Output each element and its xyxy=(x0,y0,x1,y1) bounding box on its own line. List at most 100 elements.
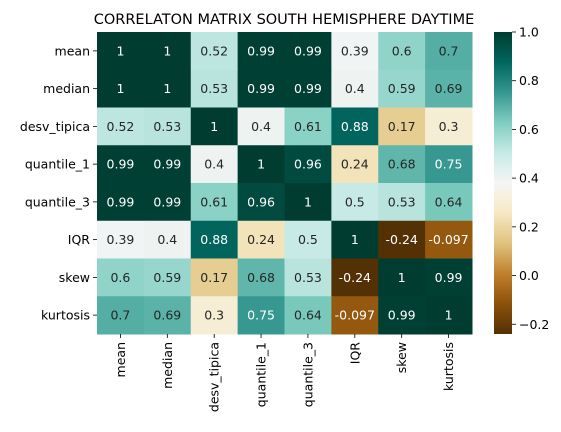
heatmap-cell xyxy=(237,69,285,108)
y-tick-label: skew xyxy=(59,270,90,285)
heatmap-cell xyxy=(237,107,285,146)
heatmap-cell xyxy=(331,107,379,146)
cell-value-label: 0.53 xyxy=(153,119,181,134)
cell-value-label: -0.097 xyxy=(428,232,468,247)
cell-value-label: -0.24 xyxy=(339,270,371,285)
cell-value-label: 0.99 xyxy=(294,43,322,58)
cell-value-label: 0.4 xyxy=(345,81,365,96)
cell-value-label: 0.52 xyxy=(107,119,135,134)
heatmap-cell xyxy=(284,183,332,222)
colorbar-tick-label: 0.8 xyxy=(519,73,539,88)
heatmap-cell xyxy=(143,32,192,71)
heatmap-cell xyxy=(97,220,145,259)
heatmap-cell xyxy=(425,69,473,108)
cell-value-label: 0.7 xyxy=(439,43,459,58)
cell-value-label: 0.96 xyxy=(247,194,275,209)
cell-value-label: 0.69 xyxy=(153,308,181,323)
heatmap-cell xyxy=(190,258,239,297)
colorbar-tick-label: 0.4 xyxy=(519,171,539,186)
heatmap-cell xyxy=(97,258,145,297)
x-tick-label: mean xyxy=(113,342,128,377)
cell-value-label: 0.99 xyxy=(107,157,135,172)
heatmap-cells: 1 1 0.52 0.99 0.99 0.39 0.6 0.7 1 1 0.53 0.99 0.99 0.… xyxy=(97,32,473,335)
heatmap-cell xyxy=(331,296,379,335)
heatmap-cell xyxy=(425,220,473,259)
heatmap-cell xyxy=(425,32,473,71)
cell-value-label: 0.39 xyxy=(107,232,135,247)
cell-value-label: 0.7 xyxy=(110,308,130,323)
cell-value-label: 1 xyxy=(257,157,265,172)
cell-value-label: 0.68 xyxy=(247,270,275,285)
heatmap-cell xyxy=(378,258,426,297)
heatmap-cell xyxy=(190,145,239,184)
cell-value-label: 0.5 xyxy=(298,232,318,247)
colorbar-tick-label: 0.6 xyxy=(519,122,539,137)
heatmap-cell xyxy=(97,69,145,108)
cell-value-label: 0.68 xyxy=(388,157,416,172)
cell-value-label: 0.99 xyxy=(388,308,416,323)
heatmap-cell xyxy=(190,69,239,108)
cell-value-label: 0.3 xyxy=(204,308,224,323)
cell-value-label: 1 xyxy=(304,194,312,209)
heatmap-cell xyxy=(97,145,145,184)
heatmap-cell xyxy=(331,183,379,222)
heatmap-cell xyxy=(237,183,285,222)
y-tick-label: mean xyxy=(55,43,90,58)
y-tick-label: kurtosis xyxy=(41,308,90,323)
cell-value-label: 0.88 xyxy=(341,119,369,134)
cell-value-label: 0.99 xyxy=(153,157,181,172)
cell-value-label: 0.96 xyxy=(294,157,322,172)
heatmap-cell xyxy=(143,183,192,222)
colorbar: 1.0 0.8 0.6 0.4 0.2 0.0 −0.2 xyxy=(494,25,549,334)
colorbar-tick-label: 1.0 xyxy=(519,25,539,40)
cell-value-label: 0.5 xyxy=(345,194,365,209)
heatmap-cell xyxy=(331,69,379,108)
cell-value-label: 0.53 xyxy=(294,270,322,285)
heatmap-cell xyxy=(331,258,379,297)
heatmap-cell xyxy=(97,183,145,222)
x-tick-label: kurtosis xyxy=(441,342,456,391)
colorbar-gradient xyxy=(494,32,512,334)
cell-value-label: 0.69 xyxy=(435,81,463,96)
cell-value-label: 0.17 xyxy=(200,270,228,285)
heatmap-cell xyxy=(284,220,332,259)
x-tick-label: desv_tipica xyxy=(207,342,222,412)
heatmap-cell xyxy=(378,145,426,184)
cell-value-label: 0.6 xyxy=(392,43,412,58)
heatmap-cell xyxy=(97,296,145,335)
cell-value-label: 0.17 xyxy=(388,119,416,134)
x-tick-label: skew xyxy=(394,342,409,373)
y-tick-label: quantile_3 xyxy=(25,194,90,209)
cell-value-label: 0.4 xyxy=(251,119,271,134)
heatmap-cell xyxy=(378,107,426,146)
x-axis-ticks: mean median desv_tipica quantile_1 quantile_… xyxy=(113,334,456,412)
cell-value-label: 1 xyxy=(210,119,218,134)
cell-value-label: 0.88 xyxy=(200,232,228,247)
y-axis-ticks: mean median desv_tipica quantile_1 quantile_… xyxy=(20,43,97,323)
heatmap-cell xyxy=(97,32,145,71)
heatmap-cell xyxy=(143,296,192,335)
cell-value-label: 0.61 xyxy=(294,119,322,134)
cell-value-label: 1 xyxy=(445,308,453,323)
cell-value-label: 1 xyxy=(116,43,124,58)
heatmap-cell xyxy=(237,296,285,335)
cell-value-label: 0.24 xyxy=(247,232,275,247)
colorbar-tick-label: 0.2 xyxy=(519,219,539,234)
y-tick-label: median xyxy=(43,81,90,96)
heatmap-cell xyxy=(143,258,192,297)
heatmap-cell xyxy=(378,296,426,335)
cell-value-label: 0.6 xyxy=(110,270,130,285)
heatmap-cell xyxy=(331,220,379,259)
cell-value-label: -0.097 xyxy=(335,308,375,323)
x-tick-label: IQR xyxy=(347,342,362,365)
cell-value-label: 0.99 xyxy=(107,194,135,209)
cell-value-label: 0.53 xyxy=(388,194,416,209)
x-tick-label: quantile_3 xyxy=(300,342,315,407)
heatmap-cell xyxy=(425,107,473,146)
heatmap-cell xyxy=(284,258,332,297)
cell-value-label: 0.99 xyxy=(247,81,275,96)
cell-value-label: 0.99 xyxy=(247,43,275,58)
cell-value-label: 1 xyxy=(398,270,406,285)
heatmap-cell xyxy=(378,220,426,259)
heatmap-cell xyxy=(190,32,239,71)
